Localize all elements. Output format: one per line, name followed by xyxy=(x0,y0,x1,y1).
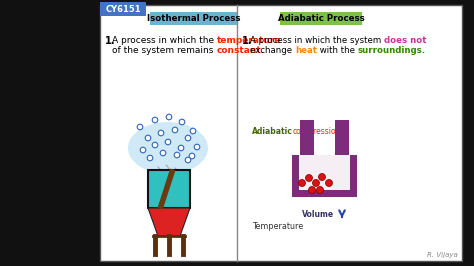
Circle shape xyxy=(152,117,158,123)
Text: 1.: 1. xyxy=(242,36,253,46)
Text: does not: does not xyxy=(384,36,427,45)
FancyBboxPatch shape xyxy=(150,12,238,25)
Circle shape xyxy=(145,135,151,141)
Circle shape xyxy=(147,155,153,161)
Circle shape xyxy=(137,124,143,130)
Circle shape xyxy=(319,173,326,181)
Text: of the system remains: of the system remains xyxy=(112,46,216,55)
Text: 1.: 1. xyxy=(105,36,116,46)
Text: R. Vijaya: R. Vijaya xyxy=(427,252,458,258)
Circle shape xyxy=(312,180,319,186)
Text: Adiabatic: Adiabatic xyxy=(252,127,293,136)
Circle shape xyxy=(174,152,180,158)
FancyBboxPatch shape xyxy=(100,5,462,261)
Ellipse shape xyxy=(128,122,208,174)
Text: surroundings.: surroundings. xyxy=(357,46,426,55)
Circle shape xyxy=(189,153,195,159)
Text: exchange: exchange xyxy=(250,46,295,55)
Text: A process in which the: A process in which the xyxy=(112,36,217,45)
Text: compression: compression xyxy=(293,127,341,136)
Text: Adiabatic Process: Adiabatic Process xyxy=(278,14,365,23)
Circle shape xyxy=(166,114,172,120)
Circle shape xyxy=(152,142,158,148)
Circle shape xyxy=(326,180,332,186)
FancyBboxPatch shape xyxy=(300,120,314,155)
Text: Volume: Volume xyxy=(302,210,334,219)
Polygon shape xyxy=(148,208,190,236)
Circle shape xyxy=(185,135,191,141)
Circle shape xyxy=(317,186,323,193)
Circle shape xyxy=(309,186,316,193)
FancyBboxPatch shape xyxy=(299,155,350,190)
Circle shape xyxy=(140,147,146,153)
Text: Isothermal Process: Isothermal Process xyxy=(147,14,241,23)
FancyBboxPatch shape xyxy=(350,155,357,197)
Circle shape xyxy=(158,130,164,136)
FancyBboxPatch shape xyxy=(100,2,146,16)
Circle shape xyxy=(185,157,191,163)
FancyBboxPatch shape xyxy=(148,170,190,208)
Circle shape xyxy=(194,144,200,150)
Circle shape xyxy=(306,174,312,181)
Text: A process in which the system: A process in which the system xyxy=(250,36,384,45)
FancyBboxPatch shape xyxy=(280,12,362,25)
FancyBboxPatch shape xyxy=(292,155,299,197)
Text: with the: with the xyxy=(317,46,357,55)
Circle shape xyxy=(190,128,196,134)
Text: Temperature: Temperature xyxy=(252,222,303,231)
Text: temperature: temperature xyxy=(217,36,282,45)
FancyBboxPatch shape xyxy=(335,120,349,155)
Circle shape xyxy=(165,139,171,145)
Text: heat: heat xyxy=(295,46,317,55)
Circle shape xyxy=(160,150,166,156)
FancyBboxPatch shape xyxy=(292,190,357,197)
Circle shape xyxy=(179,119,185,125)
Text: constant.: constant. xyxy=(216,46,264,55)
Circle shape xyxy=(172,127,178,133)
Circle shape xyxy=(178,145,184,151)
Circle shape xyxy=(299,180,306,186)
Text: CY6151: CY6151 xyxy=(105,5,141,14)
